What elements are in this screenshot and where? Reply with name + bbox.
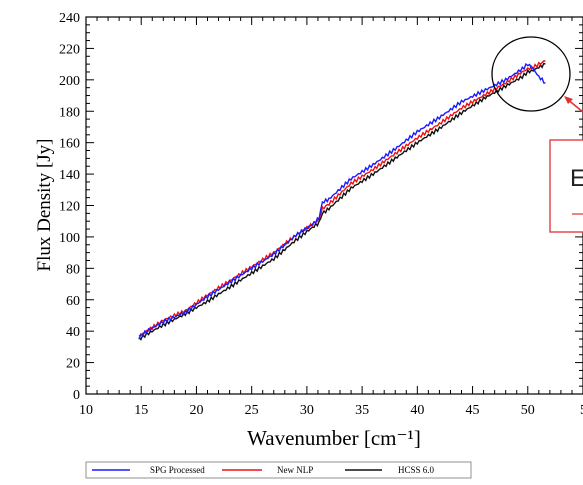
y-axis-label: Flux Density [Jy]	[34, 139, 55, 272]
y-tick-label: 60	[66, 294, 80, 309]
y-tick-label: 80	[66, 262, 80, 277]
y-tick-label: 140	[59, 168, 80, 183]
series-line-spg-processed	[138, 62, 546, 340]
x-tick-label-edge: 5	[580, 403, 583, 418]
axis-ticks	[85, 16, 583, 395]
y-tick-labels: 0 20 40 60 80 100 120 140 160 180 200 220 240	[59, 11, 80, 403]
y-tick-label: 180	[59, 105, 80, 120]
plot-frame	[85, 16, 583, 395]
y-tick-label: 20	[66, 357, 80, 372]
x-tick-label: 25	[245, 403, 259, 418]
series-line-new-nlp	[138, 60, 546, 337]
y-tick-label: 100	[59, 231, 80, 246]
x-tick-labels: 10 15 20 25 30 35 40 45 50 5	[79, 403, 583, 418]
legend: SPG Processed New NLP HCSS 6.0	[85, 461, 472, 479]
y-tick-label: 0	[73, 388, 80, 403]
x-tick-label: 30	[300, 403, 314, 418]
x-tick-label: 20	[189, 403, 203, 418]
y-tick-label: 240	[59, 11, 80, 26]
y-tick-label: 200	[59, 74, 80, 89]
legend-box	[85, 461, 472, 479]
x-axis-label: Wavenumber [cm⁻¹]	[247, 426, 421, 450]
y-tick-label: 40	[66, 325, 80, 340]
legend-label-nlp: New NLP	[277, 465, 313, 475]
x-tick-label: 50	[521, 403, 535, 418]
y-tick-label: 120	[59, 200, 80, 215]
x-tick-label: 10	[79, 403, 93, 418]
x-tick-label: 45	[466, 403, 480, 418]
y-tick-label: 160	[59, 137, 80, 152]
legend-label-spg: SPG Processed	[150, 465, 205, 475]
callout-arrow	[564, 96, 583, 113]
callout-box	[549, 139, 583, 233]
x-tick-label: 15	[134, 403, 148, 418]
callout-text: E	[570, 165, 583, 192]
x-tick-label: 35	[355, 403, 369, 418]
legend-label-hcss: HCSS 6.0	[398, 465, 435, 475]
y-tick-label: 220	[59, 42, 80, 57]
series-group	[138, 60, 546, 341]
series-line-hcss-6-0	[138, 62, 546, 341]
highlight-circle	[491, 36, 571, 112]
x-tick-label: 40	[410, 403, 424, 418]
